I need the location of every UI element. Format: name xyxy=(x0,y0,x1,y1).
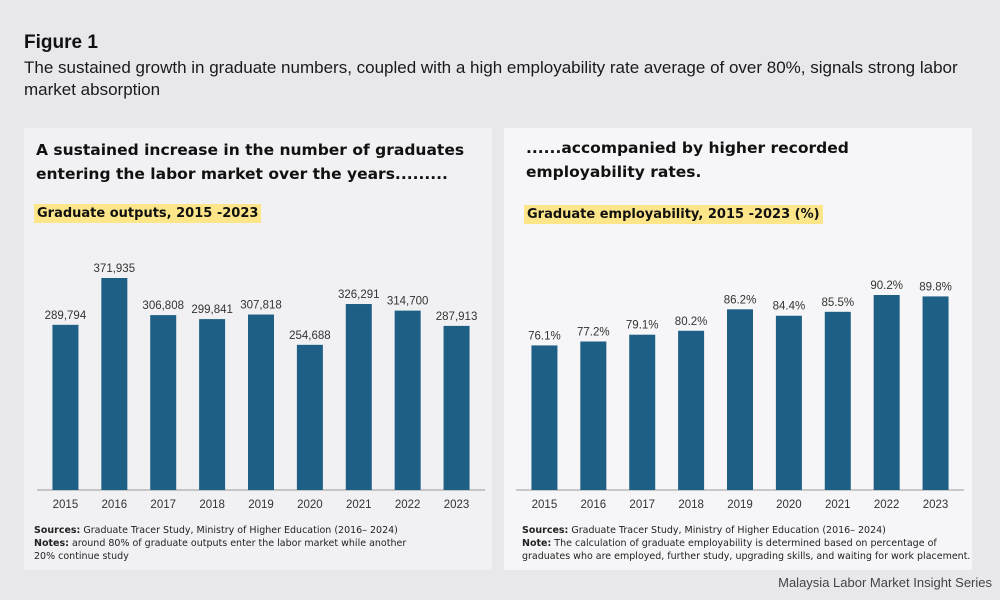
right-notes-label: Note: xyxy=(522,538,552,549)
bar-2020 xyxy=(775,315,802,490)
right-sources-label: Sources: xyxy=(522,525,569,536)
x-tick-2016: 2016 xyxy=(102,499,128,511)
figure-subtitle: The sustained growth in graduate numbers… xyxy=(24,58,958,99)
x-tick-2022: 2022 xyxy=(874,499,900,511)
bar-2019 xyxy=(248,314,274,490)
data-label-2018: 80.2% xyxy=(675,316,708,328)
x-tick-2020: 2020 xyxy=(297,499,323,511)
right-sources-text: Graduate Tracer Study, Ministry of Highe… xyxy=(568,525,886,536)
right-notes: Sources: Graduate Tracer Study, Ministry… xyxy=(522,524,972,563)
left-panel-heading: A sustained increase in the number of gr… xyxy=(36,141,465,183)
data-label-2023: 89.8% xyxy=(919,281,952,293)
data-label-2018: 299,841 xyxy=(191,304,233,316)
x-tick-2017: 2017 xyxy=(150,499,176,511)
bar-2018 xyxy=(199,319,226,490)
graduate-outputs-chart: 289,794 2015 371,935 2016 306,808 2017 299,841… xyxy=(37,263,485,511)
bar-2018 xyxy=(678,330,705,490)
left-notes-line: Notes: around 80% of graduate outputs en… xyxy=(34,537,414,563)
x-tick-2017: 2017 xyxy=(629,499,655,511)
left-notes-text: around 80% of graduate outputs enter the… xyxy=(34,538,407,562)
bar-2016 xyxy=(101,278,128,490)
right-panel-heading: ......accompanied by higher recorded emp… xyxy=(526,139,849,181)
left-chart-panel: A sustained increase in the number of gr… xyxy=(24,128,492,570)
right-chart-label: Graduate employability, 2015 -2023 (%) xyxy=(524,205,823,224)
x-tick-2020: 2020 xyxy=(776,499,802,511)
bar-2015 xyxy=(52,324,79,490)
right-notes-text: The calculation of graduate employabilit… xyxy=(522,538,971,562)
left-sources-text: Graduate Tracer Study, Ministry of Highe… xyxy=(80,525,398,536)
left-sources-line: Sources: Graduate Tracer Study, Ministry… xyxy=(34,524,414,537)
bar-2016 xyxy=(580,341,607,490)
bar-2020 xyxy=(296,344,323,490)
x-tick-2018: 2018 xyxy=(678,499,704,511)
bar-2023 xyxy=(922,296,949,490)
left-sources-label: Sources: xyxy=(34,525,81,536)
data-label-2016: 371,935 xyxy=(94,263,136,275)
left-chart-label: Graduate outputs, 2015 -2023 xyxy=(34,204,262,223)
bar-2017 xyxy=(629,334,656,490)
x-tick-2015: 2015 xyxy=(53,499,79,511)
series-footer: Malaysia Labor Market Insight Series xyxy=(778,575,992,590)
right-notes-line: Note: The calculation of graduate employ… xyxy=(522,537,972,563)
x-tick-2018: 2018 xyxy=(199,499,225,511)
graduate-employability-chart: 76.1% 2015 77.2% 2016 79.1% 2017 80.2% 2018 86.2… xyxy=(516,280,964,511)
data-label-2015: 76.1% xyxy=(528,330,561,342)
figure-title: Figure 1 xyxy=(24,32,98,53)
data-label-2017: 79.1% xyxy=(626,320,659,332)
x-tick-2022: 2022 xyxy=(395,499,421,511)
data-label-2016: 77.2% xyxy=(577,326,610,338)
data-label-2020: 254,688 xyxy=(289,330,331,342)
right-sources-line: Sources: Graduate Tracer Study, Ministry… xyxy=(522,524,972,537)
x-tick-2021: 2021 xyxy=(825,499,851,511)
data-label-2023: 287,913 xyxy=(436,311,478,323)
bar-2021 xyxy=(345,304,372,490)
x-tick-2015: 2015 xyxy=(532,499,558,511)
data-label-2022: 314,700 xyxy=(387,296,429,308)
x-tick-2016: 2016 xyxy=(581,499,607,511)
bar-2019 xyxy=(727,309,753,490)
bar-2023 xyxy=(443,325,470,490)
x-tick-2023: 2023 xyxy=(444,499,470,511)
data-label-2021: 326,291 xyxy=(338,289,380,301)
data-label-2019: 86.2% xyxy=(724,294,757,306)
data-label-2021: 85.5% xyxy=(821,297,854,309)
x-tick-2023: 2023 xyxy=(923,499,949,511)
bar-2022 xyxy=(873,295,900,490)
x-tick-2021: 2021 xyxy=(346,499,372,511)
data-label-2017: 306,808 xyxy=(142,300,184,312)
data-label-2019: 307,818 xyxy=(240,300,282,312)
x-tick-2019: 2019 xyxy=(727,499,753,511)
data-label-2020: 84.4% xyxy=(773,301,806,313)
bar-2017 xyxy=(150,315,177,490)
left-notes: Sources: Graduate Tracer Study, Ministry… xyxy=(34,524,414,563)
data-label-2022: 90.2% xyxy=(870,280,903,292)
left-notes-label: Notes: xyxy=(34,538,69,549)
x-tick-2019: 2019 xyxy=(248,499,274,511)
bar-2021 xyxy=(824,311,851,490)
right-chart-panel: ......accompanied by higher recorded emp… xyxy=(504,128,972,570)
data-label-2015: 289,794 xyxy=(45,310,87,322)
bar-2015 xyxy=(531,345,558,490)
bar-2022 xyxy=(394,310,421,490)
